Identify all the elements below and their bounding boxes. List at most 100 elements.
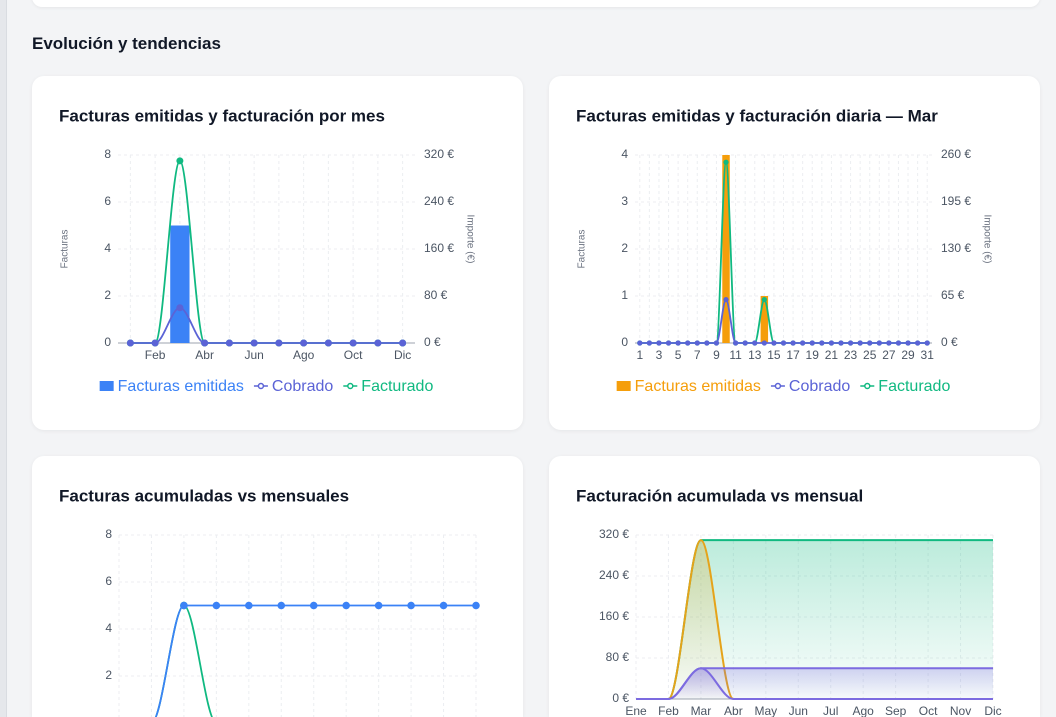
chart: Facturas emitidas y facturación por mes 0… — [59, 106, 475, 395]
x-tick-label: 3 — [656, 348, 663, 362]
marker — [675, 340, 681, 346]
marker — [637, 340, 643, 346]
bar — [170, 225, 190, 343]
marker — [407, 601, 415, 610]
marker — [225, 339, 233, 347]
x-tick-label: Feb — [658, 704, 679, 717]
x-tick-label: Abr — [724, 704, 743, 717]
marker — [761, 297, 767, 303]
marker — [349, 339, 357, 347]
line — [636, 667, 993, 700]
legend-label: Facturado — [361, 378, 433, 395]
marker — [126, 339, 134, 347]
marker — [847, 340, 854, 346]
marker — [905, 340, 911, 346]
marker — [665, 340, 672, 346]
top-card — [32, 0, 1040, 7]
x-tick-label: 17 — [786, 348, 800, 362]
y2-tick-label: 65 € — [941, 288, 965, 302]
legend-swatch-marker — [347, 382, 354, 390]
chart-title: Facturación acumulada vs mensual — [576, 486, 863, 505]
y2-tick-label: 130 € — [941, 241, 971, 255]
marker — [275, 339, 283, 347]
x-tick-label: Feb — [145, 348, 166, 362]
marker — [761, 340, 767, 346]
y-axis-title: Facturas — [60, 230, 71, 269]
marker — [439, 601, 448, 610]
x-tick-label: 7 — [694, 348, 701, 362]
marker — [472, 601, 480, 610]
x-tick-label: Jun — [244, 348, 263, 362]
marker — [245, 601, 253, 610]
x-tick-label: 5 — [675, 348, 682, 362]
y-tick-label: 320 € — [599, 527, 629, 541]
x-tick-label: 15 — [767, 348, 781, 362]
y-tick-label: 4 — [105, 621, 112, 635]
marker — [809, 340, 815, 346]
legend-swatch-marker — [864, 382, 871, 390]
marker — [828, 340, 835, 346]
y-tick-label: 0 — [621, 335, 628, 349]
marker — [374, 601, 383, 610]
chart: Facturas acumuladas vs mensuales 2 4 6 8 — [59, 486, 480, 717]
bar — [722, 155, 730, 343]
marker — [771, 340, 777, 346]
line — [154, 604, 476, 717]
y-tick-label: 0 € — [612, 691, 629, 705]
y2-tick-label: 260 € — [941, 147, 971, 161]
marker — [342, 601, 350, 610]
marker — [176, 157, 184, 165]
y2-tick-label: 320 € — [424, 147, 454, 161]
y-tick-label: 160 € — [599, 609, 629, 623]
marker — [324, 339, 332, 347]
y2-axis-title: Importe (€) — [464, 215, 475, 264]
area — [636, 668, 993, 699]
x-tick-label: 1 — [636, 348, 643, 362]
y2-tick-label: 80 € — [424, 288, 448, 302]
y-tick-label: 4 — [104, 241, 111, 255]
x-tick-label: Ago — [853, 704, 875, 717]
marker — [300, 339, 308, 347]
marker — [399, 339, 407, 347]
y-tick-label: 240 € — [599, 568, 629, 582]
y-tick-label: 0 — [104, 335, 111, 349]
y-tick-label: 2 — [621, 241, 628, 255]
x-tick-label: Abr — [195, 348, 214, 362]
legend-label: Cobrado — [272, 378, 333, 395]
y-tick-label: 4 — [621, 147, 628, 161]
x-tick-label: 19 — [806, 348, 820, 362]
y2-axis-title: Importe (€) — [981, 215, 992, 264]
chart-card: Facturación acumulada vs mensual 0 € 80 € 1… — [549, 456, 1040, 717]
marker — [800, 340, 806, 346]
chart-card: Facturas acumuladas vs mensuales 2 4 6 8 — [32, 456, 523, 717]
y-tick-label: 2 — [105, 668, 112, 682]
chart-card: Facturas emitidas y facturación diaria —… — [549, 76, 1040, 430]
legend-item: Cobrado — [253, 378, 333, 395]
marker — [723, 159, 729, 165]
y2-tick-label: 160 € — [424, 241, 454, 255]
legend: Facturas emitidas Cobrado Facturado — [616, 378, 950, 395]
marker — [857, 340, 863, 346]
x-tick-label: Nov — [950, 704, 971, 717]
section-heading: Evolución y tendencias — [32, 34, 221, 53]
x-tick-label: 21 — [825, 348, 839, 362]
x-tick-label: Mar — [691, 704, 712, 717]
chart-card: Facturas emitidas y facturación por mes 0… — [32, 76, 523, 430]
area — [636, 540, 993, 699]
y-tick-label: 6 — [104, 194, 111, 208]
marker — [732, 340, 739, 346]
legend-swatch-marker — [257, 382, 265, 390]
y2-tick-label: 0 € — [424, 335, 441, 349]
x-tick-label: Oct — [919, 704, 938, 717]
x-tick-label: 9 — [713, 348, 720, 362]
x-tick-label: 27 — [882, 348, 896, 362]
marker — [723, 297, 729, 303]
x-tick-label: 25 — [863, 348, 877, 362]
chart-title: Facturas emitidas y facturación por mes — [59, 106, 385, 125]
marker — [656, 340, 662, 346]
legend-item: Facturado — [860, 378, 950, 395]
legend: Facturas emitidas Cobrado Facturado — [99, 378, 433, 395]
legend-label: Cobrado — [789, 378, 850, 395]
marker — [704, 340, 710, 346]
